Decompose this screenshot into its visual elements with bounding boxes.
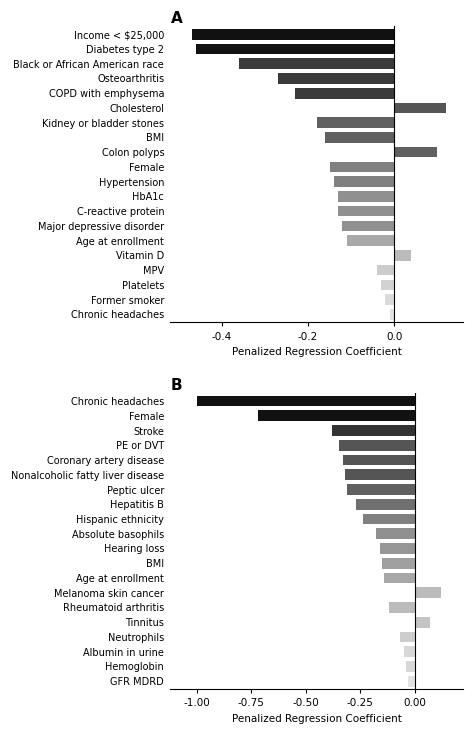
Bar	[338, 191, 394, 201]
Bar	[375, 528, 415, 539]
Bar	[415, 587, 441, 598]
Bar	[385, 294, 394, 305]
Bar	[192, 29, 394, 40]
Bar	[394, 250, 411, 261]
X-axis label: Penalized Regression Coefficient: Penalized Regression Coefficient	[232, 347, 401, 357]
Bar	[317, 118, 394, 128]
Bar	[380, 543, 415, 553]
Bar	[382, 558, 415, 569]
Bar	[239, 58, 394, 69]
Bar	[278, 74, 394, 84]
Bar	[404, 646, 415, 657]
X-axis label: Penalized Regression Coefficient: Penalized Regression Coefficient	[232, 714, 401, 724]
Bar	[356, 499, 415, 509]
Bar	[295, 88, 394, 98]
Bar	[338, 206, 394, 217]
Bar	[408, 676, 415, 686]
Text: A: A	[171, 11, 182, 26]
Bar	[394, 147, 437, 157]
Bar	[197, 395, 415, 406]
Bar	[390, 309, 394, 320]
Bar	[343, 220, 394, 232]
Bar	[345, 470, 415, 480]
Bar	[381, 279, 394, 290]
Bar	[415, 617, 430, 628]
Bar	[347, 235, 394, 246]
Text: B: B	[171, 378, 182, 393]
Bar	[363, 514, 415, 524]
Bar	[384, 573, 415, 584]
Bar	[338, 440, 415, 451]
Bar	[332, 426, 415, 436]
Bar	[196, 43, 394, 54]
Bar	[343, 455, 415, 465]
Bar	[394, 103, 446, 113]
Bar	[400, 631, 415, 642]
Bar	[334, 176, 394, 187]
Bar	[258, 410, 415, 421]
Bar	[389, 602, 415, 613]
Bar	[325, 132, 394, 143]
Bar	[377, 265, 394, 276]
Bar	[329, 162, 394, 172]
Bar	[347, 484, 415, 495]
Bar	[406, 662, 415, 672]
